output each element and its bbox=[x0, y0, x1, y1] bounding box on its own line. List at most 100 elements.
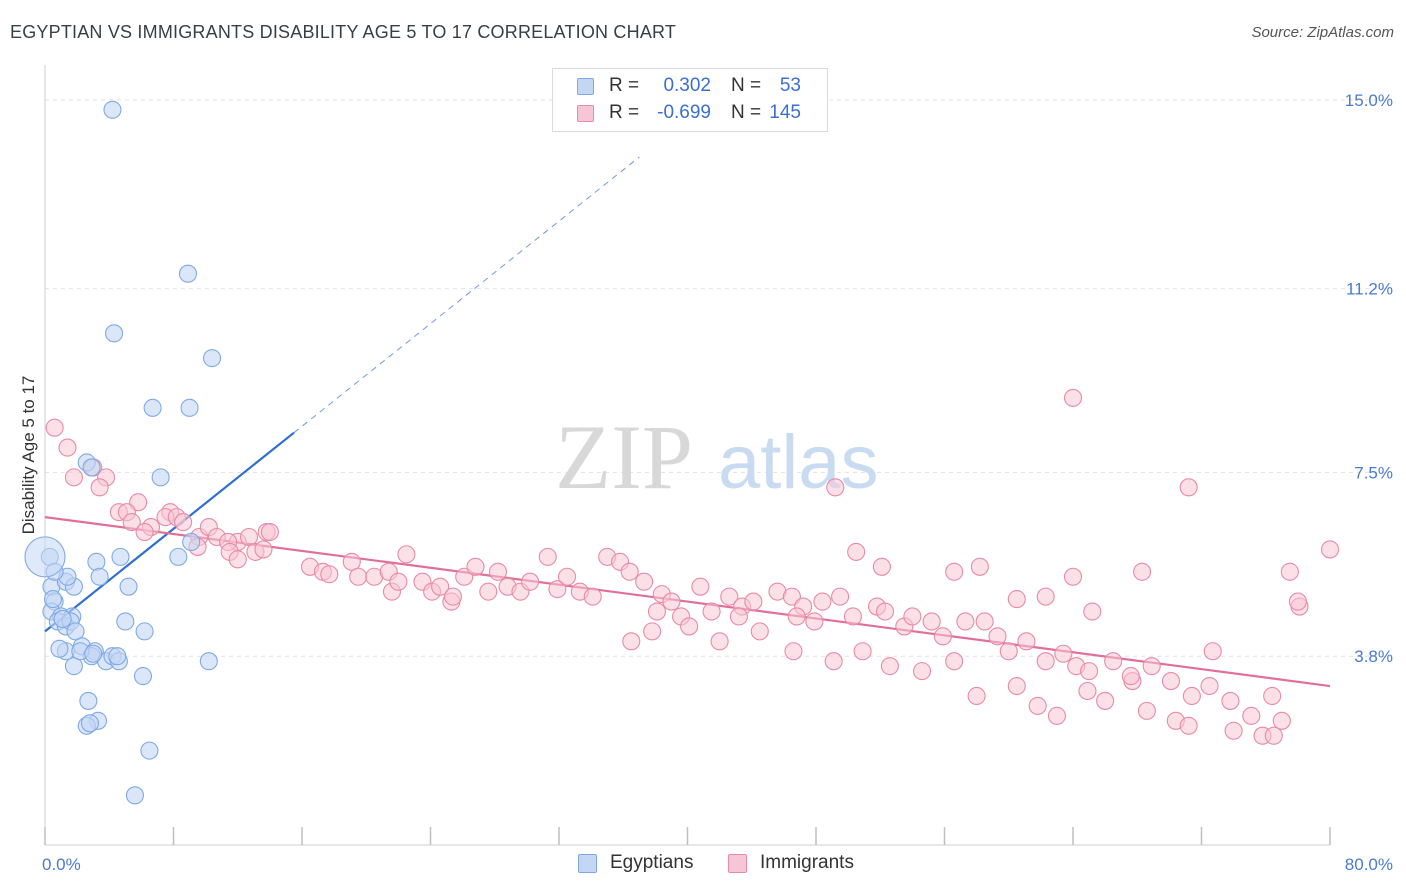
immigrants-point bbox=[389, 572, 408, 591]
immigrants-point bbox=[872, 557, 891, 576]
chart-source: Source: ZipAtlas.com bbox=[1251, 24, 1394, 41]
axes bbox=[44, 65, 1331, 846]
egyptians-point bbox=[135, 622, 154, 641]
immigrants-point bbox=[853, 642, 872, 661]
immigrants-point bbox=[1320, 540, 1340, 559]
immigrants-point bbox=[744, 592, 763, 611]
immigrants-point bbox=[945, 652, 964, 671]
immigrants-point bbox=[1179, 478, 1198, 497]
watermark-zip: ZIP bbox=[555, 406, 693, 508]
egyptians-point bbox=[119, 577, 138, 596]
immigrants-point bbox=[784, 642, 803, 661]
immigrants-point bbox=[710, 632, 729, 651]
egyptians-point bbox=[105, 324, 124, 343]
immigrants-point bbox=[228, 550, 247, 569]
immigrants-point bbox=[488, 562, 508, 581]
immigrants-point bbox=[254, 540, 273, 559]
egyptians-point bbox=[103, 100, 122, 119]
immigrants-point bbox=[557, 567, 577, 586]
legend-r-value: 0.302 bbox=[663, 75, 711, 96]
immigrants-point bbox=[1264, 726, 1283, 745]
immigrants-point bbox=[122, 513, 141, 532]
egyptians-point bbox=[108, 647, 127, 666]
immigrants-point bbox=[922, 612, 941, 631]
immigrants-point bbox=[1063, 388, 1083, 407]
egyptians-point bbox=[90, 567, 109, 586]
egyptians-point bbox=[143, 398, 162, 417]
immigrants-point bbox=[521, 572, 540, 591]
immigrants-point bbox=[1200, 676, 1219, 696]
immigrants-point bbox=[135, 522, 154, 542]
immigrants-point bbox=[1047, 706, 1066, 725]
egyptians-point bbox=[50, 639, 69, 658]
immigrants-point bbox=[691, 577, 710, 596]
legend-r-value: -0.699 bbox=[657, 102, 711, 123]
immigrants-point bbox=[1280, 562, 1299, 581]
immigrants-point bbox=[702, 602, 721, 621]
y-tick-label: 15.0% bbox=[1345, 91, 1393, 110]
immigrants-point bbox=[787, 607, 806, 626]
immigrants-point bbox=[1182, 686, 1201, 706]
immigrants-point bbox=[933, 627, 952, 646]
immigrants-point bbox=[45, 418, 64, 437]
egyptians-point bbox=[53, 609, 72, 629]
egyptians-point bbox=[111, 547, 130, 566]
immigrants-point bbox=[643, 622, 662, 641]
egyptians-point bbox=[82, 458, 101, 477]
immigrants-point bbox=[443, 587, 463, 606]
immigrants-point bbox=[1263, 686, 1282, 706]
immigrants-point bbox=[1007, 590, 1026, 609]
immigrants-point bbox=[548, 580, 567, 599]
tick-labels: 3.8% 7.5% 11.2% 15.0% 0.0% 80.0% bbox=[42, 91, 1393, 874]
egyptians-point bbox=[116, 612, 135, 631]
immigrants-point bbox=[967, 686, 986, 706]
immigrants-point bbox=[813, 592, 832, 611]
immigrants-point bbox=[239, 527, 259, 547]
immigrants-point bbox=[903, 607, 922, 626]
egyptians-point bbox=[43, 590, 63, 609]
egyptians-point bbox=[182, 532, 201, 552]
egyptians-point bbox=[203, 349, 222, 368]
immigrants-point bbox=[1054, 644, 1073, 663]
immigrants-point bbox=[479, 582, 498, 601]
immigrants-point bbox=[1242, 706, 1261, 725]
immigrants-points bbox=[45, 388, 1340, 745]
egyptians-point bbox=[84, 644, 103, 663]
legend-swatch-egyptians bbox=[577, 78, 594, 95]
y-axis-label: Disability Age 5 to 17 bbox=[19, 376, 38, 535]
immigrants-point bbox=[260, 522, 279, 542]
egyptians-trend-line bbox=[44, 431, 295, 633]
immigrants-point bbox=[58, 438, 77, 457]
egyptians-point bbox=[169, 547, 188, 566]
immigrants-point bbox=[1083, 602, 1102, 621]
legend-n-label: N = bbox=[731, 75, 762, 96]
egyptians-point bbox=[178, 264, 198, 283]
immigrants-point bbox=[999, 642, 1018, 661]
immigrants-point bbox=[1063, 567, 1083, 586]
gridlines bbox=[45, 99, 1392, 657]
immigrants-point bbox=[174, 513, 193, 532]
legend-r-label: R = bbox=[609, 102, 640, 123]
immigrants-point bbox=[1288, 592, 1307, 611]
immigrants-point bbox=[1121, 667, 1140, 686]
egyptians-point bbox=[79, 691, 98, 710]
immigrants-point bbox=[90, 478, 109, 497]
egyptians-point bbox=[24, 536, 66, 578]
immigrants-point bbox=[1272, 711, 1291, 730]
immigrants-point bbox=[876, 602, 895, 621]
immigrants-point bbox=[805, 612, 824, 631]
immigrants-point bbox=[1142, 657, 1161, 676]
immigrants-point bbox=[1137, 701, 1156, 720]
legend-n-value: 145 bbox=[769, 102, 801, 123]
legend-n-value: 53 bbox=[779, 75, 801, 96]
immigrants-point bbox=[622, 632, 641, 651]
immigrants-point bbox=[583, 587, 602, 606]
egyptians-point bbox=[140, 741, 159, 760]
y-tick-label: 3.8% bbox=[1354, 647, 1393, 666]
x-tick-label: 80.0% bbox=[1345, 855, 1393, 874]
x-tick-label: 0.0% bbox=[42, 855, 81, 874]
immigrants-point bbox=[729, 607, 748, 626]
egyptians-trend-extension bbox=[293, 156, 640, 434]
legend-swatch-egyptians bbox=[578, 854, 597, 873]
